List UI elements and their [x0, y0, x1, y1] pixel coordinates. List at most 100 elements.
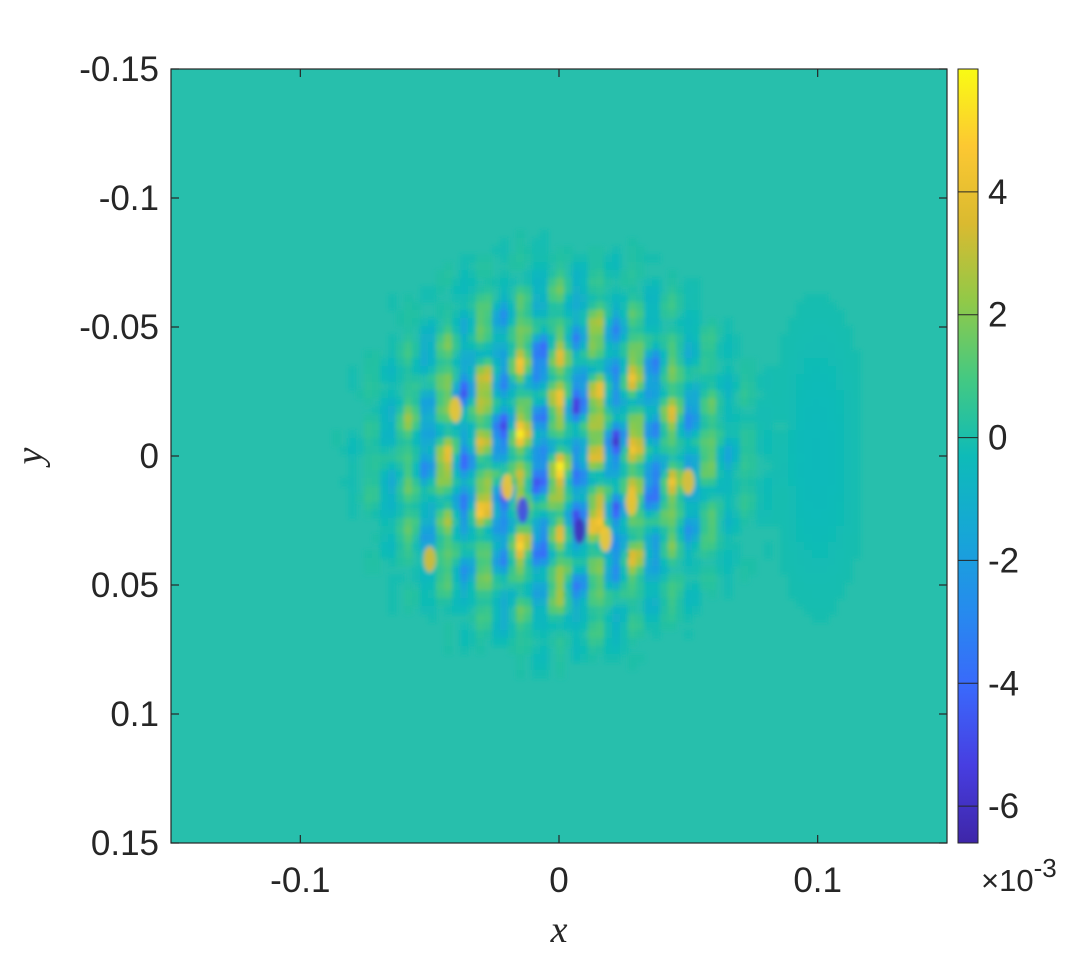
- field-cell: [492, 462, 501, 471]
- field-cell: [484, 262, 493, 271]
- field-cell: [612, 486, 621, 495]
- field-cell: [548, 622, 557, 631]
- field-cell: [556, 550, 565, 559]
- field-cell: [516, 302, 525, 311]
- field-cell: [556, 470, 565, 479]
- field-cell: [540, 278, 549, 287]
- field-cell: [724, 398, 733, 407]
- field-cell: [620, 478, 629, 487]
- field-cell: [484, 622, 493, 631]
- field-cell: [828, 558, 837, 567]
- field-cell: [524, 550, 533, 559]
- field-cell: [420, 470, 429, 479]
- field-cell: [564, 622, 573, 631]
- field-cell: [620, 358, 629, 367]
- field-cell: [580, 566, 589, 575]
- field-cell: [484, 614, 493, 623]
- field-cell: [484, 390, 493, 399]
- field-cell: [620, 406, 629, 415]
- field-cell: [364, 374, 373, 383]
- field-cell: [804, 470, 813, 479]
- field-cell: [852, 534, 861, 543]
- field-cell: [684, 406, 693, 415]
- field-cell: [684, 462, 693, 471]
- field-cell: [540, 326, 549, 335]
- field-cell: [756, 446, 765, 455]
- field-cell: [812, 334, 821, 343]
- field-cell: [468, 614, 477, 623]
- field-cell: [532, 302, 541, 311]
- field-cell: [796, 342, 805, 351]
- field-cell: [444, 550, 453, 559]
- field-cell: [812, 502, 821, 511]
- field-cell: [420, 542, 429, 551]
- field-cell: [580, 582, 589, 591]
- field-cell: [468, 446, 477, 455]
- colorbar: [957, 68, 979, 844]
- field-cell: [500, 534, 509, 543]
- field-cell: [628, 654, 637, 663]
- field-cell: [604, 382, 613, 391]
- field-cell: [452, 566, 461, 575]
- field-cell: [836, 470, 845, 479]
- field-cell: [764, 518, 773, 527]
- field-cell: [852, 542, 861, 551]
- field-cell: [604, 558, 613, 567]
- field-cell: [508, 390, 517, 399]
- field-cell: [628, 366, 637, 375]
- field-cell: [540, 246, 549, 255]
- field-cell: [628, 334, 637, 343]
- field-cell: [740, 358, 749, 367]
- field-cell: [492, 470, 501, 479]
- field-cell: [676, 382, 685, 391]
- field-cell: [836, 446, 845, 455]
- field-cell: [700, 542, 709, 551]
- field-cell: [756, 510, 765, 519]
- field-cell: [540, 310, 549, 319]
- field-cell: [732, 462, 741, 471]
- field-cell: [628, 470, 637, 479]
- field-cell: [804, 462, 813, 471]
- field-cell: [404, 326, 413, 335]
- field-cell: [364, 454, 373, 463]
- field-cell: [644, 558, 653, 567]
- field-cell: [676, 574, 685, 583]
- field-cell: [580, 614, 589, 623]
- field-cell: [556, 246, 565, 255]
- field-cell: [492, 406, 501, 415]
- field-cell: [588, 550, 597, 559]
- field-cell: [508, 406, 517, 415]
- field-cell: [516, 454, 525, 463]
- field-cell: [556, 350, 565, 359]
- field-cell: [764, 390, 773, 399]
- field-cell: [772, 470, 781, 479]
- field-cell: [748, 462, 757, 471]
- field-cell: [372, 510, 381, 519]
- field-cell: [652, 550, 661, 559]
- field-cell: [596, 630, 605, 639]
- field-cell: [380, 486, 389, 495]
- field-cell: [516, 390, 525, 399]
- field-cell: [572, 382, 581, 391]
- field-cell: [652, 518, 661, 527]
- field-cell: [476, 430, 485, 439]
- field-cell: [596, 358, 605, 367]
- field-cell: [580, 438, 589, 447]
- field-cell: [524, 606, 533, 615]
- field-cell: [372, 374, 381, 383]
- field-cell: [532, 606, 541, 615]
- field-cell: [708, 454, 717, 463]
- field-cell: [828, 350, 837, 359]
- field-cell: [852, 550, 861, 559]
- field-cell: [380, 390, 389, 399]
- field-cell: [772, 430, 781, 439]
- field-cell: [740, 486, 749, 495]
- field-cell: [564, 334, 573, 343]
- field-cell: [548, 478, 557, 487]
- field-cell: [556, 334, 565, 343]
- field-cell: [380, 374, 389, 383]
- field-cell: [756, 374, 765, 383]
- field-cell: [572, 302, 581, 311]
- field-cell: [588, 382, 597, 391]
- field-cell: [500, 398, 509, 407]
